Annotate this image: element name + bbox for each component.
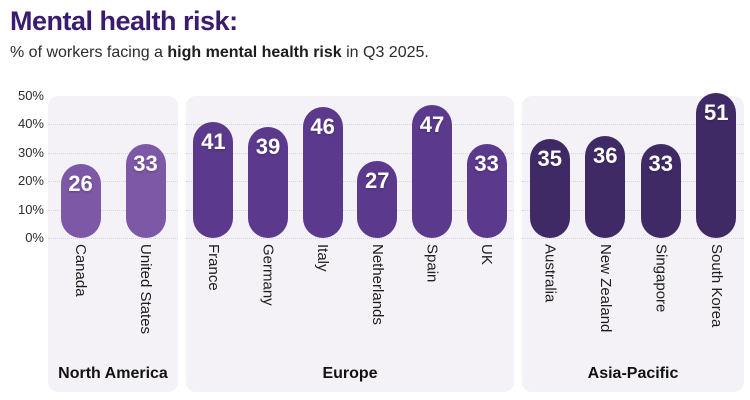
bar-value-label: 46	[310, 114, 335, 140]
country-label: Singapore	[652, 244, 670, 313]
bar-value-label: 26	[68, 171, 93, 197]
page-title: Mental health risk:	[10, 6, 238, 36]
gridline	[186, 181, 514, 183]
chart-subtitle: % of workers facing a high mental health…	[10, 43, 429, 62]
group-panel: 35 36 33 51 Australia New Zealand Singapore Sou…	[522, 93, 744, 392]
country-cell: Canada	[61, 238, 101, 360]
country-label: South Korea	[707, 244, 725, 328]
y-axis-tick-label: 40%	[17, 116, 44, 132]
gridline	[48, 181, 178, 183]
bar-value-label: 41	[201, 128, 226, 154]
bar: 39	[247, 127, 288, 238]
gridline	[522, 152, 744, 154]
country-label: New Zealand	[596, 244, 614, 333]
bar: 26	[60, 164, 101, 238]
bar: 36	[585, 135, 626, 238]
y-axis-tick-label: 0%	[25, 230, 44, 245]
country-label: United States	[137, 244, 154, 335]
group-label: Europe	[322, 365, 378, 382]
bar: 47	[411, 104, 452, 238]
bar-value-label: 27	[365, 168, 390, 194]
bar-value-label: 33	[648, 151, 673, 177]
country-cell: United States	[126, 238, 166, 360]
bar: 33	[466, 144, 507, 238]
gridline	[48, 152, 178, 154]
y-axis-tick-label: 10%	[17, 201, 44, 217]
country-cell: France	[193, 238, 233, 360]
bars-row: 35 36 33 51	[522, 93, 744, 238]
country-labels-row: Canada United States	[48, 238, 178, 360]
country-labels-row: France Germany Italy Netherlands Spain UK	[186, 238, 514, 360]
country-label: Canada	[72, 244, 89, 297]
country-cell: Netherlands	[357, 238, 397, 360]
bar: 51	[696, 93, 737, 238]
chart-header: Mental health risk: % of workers facing …	[10, 6, 429, 62]
country-cell: South Korea	[696, 238, 736, 360]
bar-value-label: 35	[537, 145, 562, 171]
bars-row: 26 33	[48, 96, 178, 238]
bar: 33	[640, 144, 681, 238]
bar-value-label: 51	[704, 100, 729, 126]
bar: 27	[357, 161, 398, 238]
country-label: Netherlands	[368, 244, 386, 325]
gridline	[522, 181, 744, 183]
subtitle-bold-text: high mental health risk	[167, 44, 342, 61]
country-label: Italy	[314, 244, 332, 272]
country-label: Spain	[423, 244, 441, 283]
bar-value-label: 47	[419, 111, 445, 137]
gridline	[186, 152, 514, 154]
gridline	[186, 238, 514, 239]
group-label: Asia-Pacific	[587, 365, 679, 382]
gridline	[522, 209, 744, 211]
country-cell: Italy	[303, 238, 343, 360]
country-cell: Spain	[412, 238, 452, 360]
y-axis-tick-label: 20%	[17, 173, 44, 189]
bar-value-label: 39	[255, 134, 281, 160]
bars-row: 41 39 46 27 47 33	[186, 96, 514, 238]
group-panel: 26 33 Canada United States North America	[48, 96, 178, 392]
country-label: Germany	[259, 244, 277, 306]
group-panel: 41 39 46 27 47 33 France Germany Italy Netherland…	[186, 96, 514, 392]
bar: 33	[125, 144, 166, 238]
country-label: France	[204, 244, 222, 291]
subtitle-text: % of workers facing a	[10, 44, 168, 61]
gridline	[522, 124, 744, 126]
bar-value-label: 33	[474, 151, 499, 177]
gridline	[48, 238, 178, 239]
country-cell: New Zealand	[585, 238, 625, 360]
gridline	[48, 209, 178, 211]
bar: 46	[302, 107, 343, 238]
country-cell: UK	[467, 238, 507, 360]
y-axis-tick-label: 50%	[17, 88, 44, 103]
gridline	[48, 124, 178, 126]
bar: 35	[529, 138, 570, 238]
gridline	[186, 209, 514, 211]
bar-value-label: 36	[593, 142, 618, 168]
bar-value-label: 33	[133, 151, 158, 177]
subtitle-suffix-text: in Q3 2025.	[341, 44, 429, 61]
gridline	[522, 238, 744, 239]
y-axis-tick-label: 30%	[17, 144, 44, 160]
bar: 41	[193, 121, 234, 238]
gridline	[186, 124, 514, 126]
country-cell: Singapore	[641, 238, 681, 360]
country-label: Australia	[541, 244, 559, 303]
country-cell: Australia	[530, 238, 570, 360]
country-label: UK	[478, 244, 496, 265]
country-labels-row: Australia New Zealand Singapore South Korea	[522, 238, 744, 360]
group-label: North America	[58, 365, 168, 382]
country-cell: Germany	[248, 238, 288, 360]
